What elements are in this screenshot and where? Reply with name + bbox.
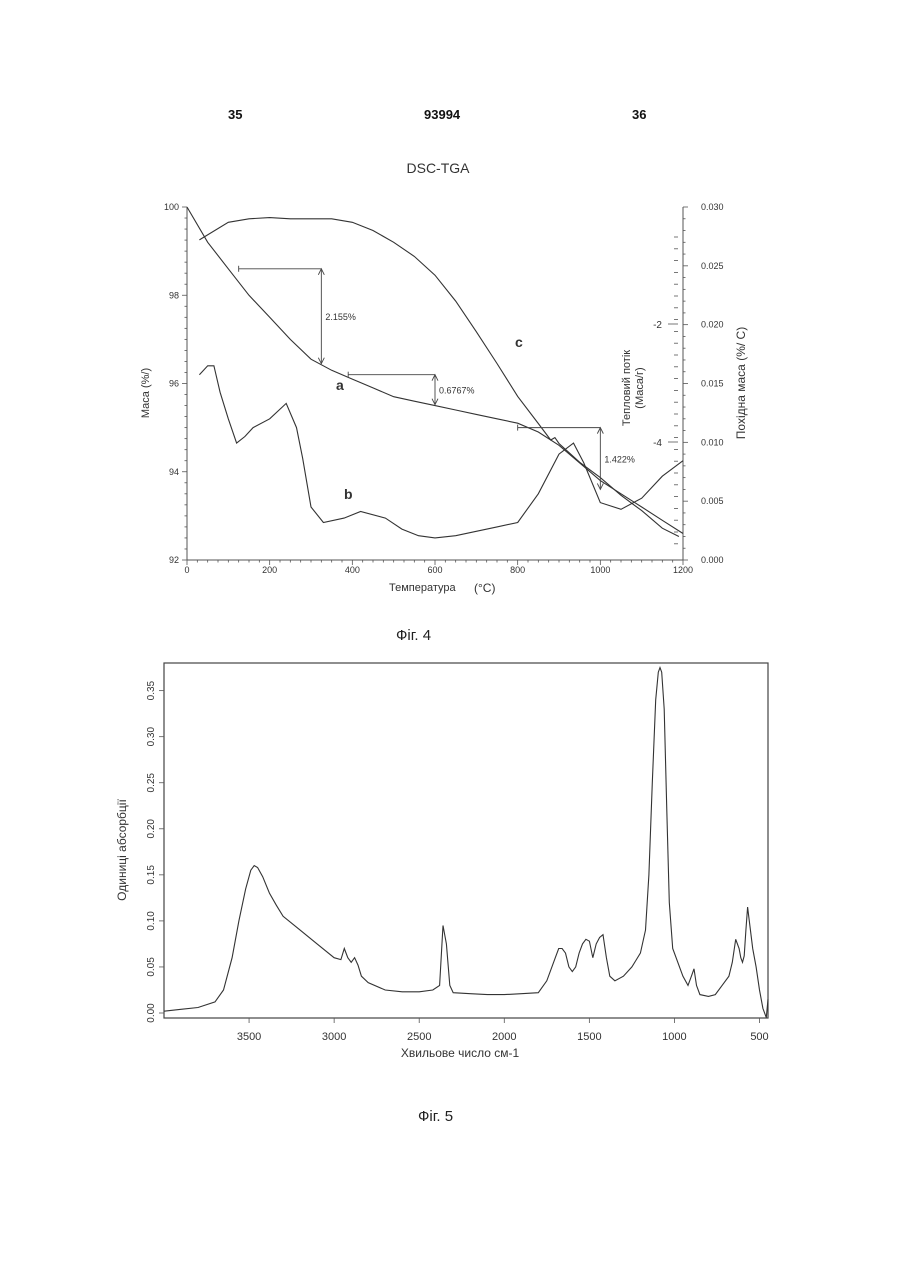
fig5-chart: 3500 3000 2500 2000 1500 1000 500 0.00 0.05 0.10 0… — [0, 655, 901, 1135]
fig4-series-c — [199, 218, 679, 537]
fig4-step-label: 0.6767% — [439, 386, 475, 396]
fig5-x-tick-label: 1000 — [662, 1031, 686, 1043]
fig4-ylabel-left: Маса (%/) — [140, 368, 152, 418]
fig4-curve-label-c: c — [515, 334, 523, 350]
fig4-ymid-tick-label: -4 — [653, 438, 662, 449]
fig4-caption: Фiг. 4 — [396, 627, 431, 644]
fig4-yleft-tick-label: 100 — [164, 202, 179, 212]
fig5-caption: Фiг. 5 — [418, 1108, 453, 1125]
fig4-xunit: (°C) — [474, 581, 495, 595]
fig5-ylabel: Одиниці абсорбції — [115, 799, 129, 901]
fig4-yleft-tick-label: 96 — [169, 379, 179, 389]
fig5-y-tick-label: 0.35 — [146, 680, 157, 700]
fig5-y-tick-label: 0.10 — [146, 911, 157, 931]
fig4-yright-tick-label: 0.015 — [701, 379, 724, 389]
fig4-x-tick-label: 1200 — [673, 565, 693, 575]
fig4-ymid-tick-label: -2 — [653, 320, 662, 331]
fig4-xlabel: Температура — [389, 582, 457, 594]
fig4-curve-label-b: b — [344, 486, 353, 502]
fig5-spectrum-line — [164, 668, 768, 1018]
fig4-yright-tick-label: 0.020 — [701, 320, 724, 330]
fig4-yright-tick-label: 0.030 — [701, 202, 724, 212]
fig4-x-tick-label: 600 — [427, 565, 442, 575]
fig4-chart: DSC-TGA 0 200 400 600 800 1000 1200 100 98 96 94 92… — [0, 0, 901, 660]
fig5-x-tick-label: 1500 — [577, 1031, 601, 1043]
fig4-title: DSC-TGA — [407, 160, 471, 176]
fig4-yleft-tick-label: 98 — [169, 290, 179, 300]
fig4-ylabel-mid: Тепловий потік(Маса/г) — [621, 350, 646, 426]
fig5-xlabel: Хвильове число см-1 — [401, 1046, 520, 1060]
fig5-y-tick-label: 0.15 — [146, 865, 157, 885]
fig4-ylabel-mid-line2: (Маса/г) — [634, 367, 646, 408]
fig5-y-tick-label: 0.05 — [146, 957, 157, 977]
fig5-x-tick-label: 2500 — [407, 1031, 431, 1043]
fig4-ylabel-right: Похідна маса (%/ C) — [734, 327, 748, 439]
fig4-x-tick-label: 200 — [262, 565, 277, 575]
fig4-yleft-tick-label: 92 — [169, 555, 179, 565]
fig4-step-label: 2.155% — [325, 312, 356, 322]
fig4-curve-label-a: a — [336, 377, 344, 393]
fig5-x-tick-label: 500 — [750, 1031, 768, 1043]
fig5-y-tick-label: 0.20 — [146, 819, 157, 839]
fig4-x-tick-label: 1000 — [590, 565, 610, 575]
fig5-frame — [164, 663, 768, 1018]
fig4-yright-tick-label: 0.010 — [701, 437, 724, 447]
fig5-x-tick-label: 3000 — [322, 1031, 346, 1043]
fig4-yleft-tick-label: 94 — [169, 467, 179, 477]
fig5-y-tick-label: 0.25 — [146, 773, 157, 793]
fig4-yright-tick-label: 0.000 — [701, 555, 724, 565]
fig4-x-tick-label: 0 — [184, 565, 189, 575]
fig4-ylabel-mid-line1: Тепловий потік — [621, 350, 633, 426]
fig5-x-tick-label: 2000 — [492, 1031, 516, 1043]
fig4-x-tick-label: 400 — [345, 565, 360, 575]
fig4-yright-tick-label: 0.025 — [701, 261, 724, 271]
fig4-step-label: 1.422% — [604, 455, 635, 465]
fig5-y-tick-label: 0.00 — [146, 1003, 157, 1023]
fig5-x-tick-label: 3500 — [237, 1031, 261, 1043]
fig4-x-tick-label: 800 — [510, 565, 525, 575]
fig5-y-tick-label: 0.30 — [146, 727, 157, 747]
fig4-yright-tick-label: 0.005 — [701, 496, 724, 506]
